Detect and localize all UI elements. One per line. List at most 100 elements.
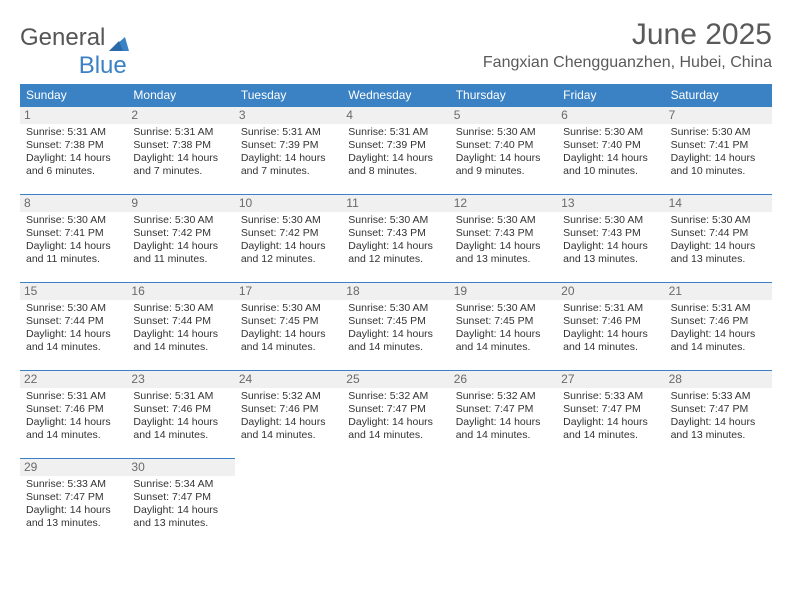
day-number: 2	[127, 107, 234, 124]
brand-part2: Blue	[79, 52, 127, 79]
day-cell: 22Sunrise: 5:31 AMSunset: 7:46 PMDayligh…	[20, 370, 127, 452]
weeks-container: 1Sunrise: 5:31 AMSunset: 7:38 PMDaylight…	[20, 106, 772, 540]
daylight-text: Daylight: 14 hours	[348, 152, 443, 165]
daylight-text: and 10 minutes.	[563, 165, 658, 178]
sunrise-text: Sunrise: 5:33 AM	[671, 390, 766, 403]
day-cell: 29Sunrise: 5:33 AMSunset: 7:47 PMDayligh…	[20, 458, 127, 540]
sunset-text: Sunset: 7:43 PM	[563, 227, 658, 240]
sunset-text: Sunset: 7:47 PM	[26, 491, 121, 504]
day-cell: 21Sunrise: 5:31 AMSunset: 7:46 PMDayligh…	[665, 282, 772, 364]
daylight-text: Daylight: 14 hours	[456, 328, 551, 341]
sunset-text: Sunset: 7:44 PM	[671, 227, 766, 240]
daylight-text: and 12 minutes.	[348, 253, 443, 266]
sunrise-text: Sunrise: 5:31 AM	[348, 126, 443, 139]
daylight-text: Daylight: 14 hours	[563, 328, 658, 341]
daylight-text: and 14 minutes.	[563, 341, 658, 354]
day-cell: 20Sunrise: 5:31 AMSunset: 7:46 PMDayligh…	[557, 282, 664, 364]
day-number: 29	[20, 459, 127, 476]
daylight-text: and 14 minutes.	[133, 429, 228, 442]
daylight-text: Daylight: 14 hours	[26, 416, 121, 429]
day-cell: 25Sunrise: 5:32 AMSunset: 7:47 PMDayligh…	[342, 370, 449, 452]
day-cell: 26Sunrise: 5:32 AMSunset: 7:47 PMDayligh…	[450, 370, 557, 452]
daylight-text: and 14 minutes.	[241, 429, 336, 442]
day-number: 22	[20, 371, 127, 388]
sunrise-text: Sunrise: 5:30 AM	[241, 302, 336, 315]
day-number: 17	[235, 283, 342, 300]
week-row: 22Sunrise: 5:31 AMSunset: 7:46 PMDayligh…	[20, 370, 772, 452]
day-cell	[235, 458, 342, 540]
daylight-text: and 14 minutes.	[456, 429, 551, 442]
day-number: 19	[450, 283, 557, 300]
weekday-header: Tuesday	[235, 84, 342, 106]
weekday-header: Sunday	[20, 84, 127, 106]
sunset-text: Sunset: 7:39 PM	[241, 139, 336, 152]
day-cell: 17Sunrise: 5:30 AMSunset: 7:45 PMDayligh…	[235, 282, 342, 364]
week-row: 8Sunrise: 5:30 AMSunset: 7:41 PMDaylight…	[20, 194, 772, 276]
sunset-text: Sunset: 7:47 PM	[348, 403, 443, 416]
daylight-text: Daylight: 14 hours	[563, 240, 658, 253]
daylight-text: Daylight: 14 hours	[348, 240, 443, 253]
daylight-text: and 10 minutes.	[671, 165, 766, 178]
sunrise-text: Sunrise: 5:31 AM	[26, 126, 121, 139]
day-number: 23	[127, 371, 234, 388]
daylight-text: Daylight: 14 hours	[241, 328, 336, 341]
daylight-text: and 13 minutes.	[563, 253, 658, 266]
daylight-text: Daylight: 14 hours	[456, 152, 551, 165]
sunrise-text: Sunrise: 5:30 AM	[348, 214, 443, 227]
sunset-text: Sunset: 7:44 PM	[26, 315, 121, 328]
day-cell: 13Sunrise: 5:30 AMSunset: 7:43 PMDayligh…	[557, 194, 664, 276]
day-cell: 10Sunrise: 5:30 AMSunset: 7:42 PMDayligh…	[235, 194, 342, 276]
day-number: 18	[342, 283, 449, 300]
sunset-text: Sunset: 7:38 PM	[26, 139, 121, 152]
sunset-text: Sunset: 7:42 PM	[241, 227, 336, 240]
daylight-text: and 8 minutes.	[348, 165, 443, 178]
calendar: Sunday Monday Tuesday Wednesday Thursday…	[20, 84, 772, 540]
sunset-text: Sunset: 7:44 PM	[133, 315, 228, 328]
day-cell: 5Sunrise: 5:30 AMSunset: 7:40 PMDaylight…	[450, 106, 557, 188]
daylight-text: Daylight: 14 hours	[26, 328, 121, 341]
day-cell: 27Sunrise: 5:33 AMSunset: 7:47 PMDayligh…	[557, 370, 664, 452]
sunrise-text: Sunrise: 5:32 AM	[241, 390, 336, 403]
day-cell: 15Sunrise: 5:30 AMSunset: 7:44 PMDayligh…	[20, 282, 127, 364]
sunset-text: Sunset: 7:45 PM	[456, 315, 551, 328]
day-number: 13	[557, 195, 664, 212]
daylight-text: and 6 minutes.	[26, 165, 121, 178]
day-cell: 8Sunrise: 5:30 AMSunset: 7:41 PMDaylight…	[20, 194, 127, 276]
daylight-text: and 13 minutes.	[671, 429, 766, 442]
sunrise-text: Sunrise: 5:34 AM	[133, 478, 228, 491]
daylight-text: and 14 minutes.	[133, 341, 228, 354]
daylight-text: Daylight: 14 hours	[133, 328, 228, 341]
sunrise-text: Sunrise: 5:30 AM	[26, 214, 121, 227]
daylight-text: Daylight: 14 hours	[241, 416, 336, 429]
day-number: 4	[342, 107, 449, 124]
day-number: 20	[557, 283, 664, 300]
sunrise-text: Sunrise: 5:30 AM	[133, 214, 228, 227]
sunset-text: Sunset: 7:47 PM	[133, 491, 228, 504]
day-cell: 24Sunrise: 5:32 AMSunset: 7:46 PMDayligh…	[235, 370, 342, 452]
daylight-text: Daylight: 14 hours	[563, 152, 658, 165]
day-cell	[450, 458, 557, 540]
day-number: 3	[235, 107, 342, 124]
daylight-text: Daylight: 14 hours	[563, 416, 658, 429]
sunrise-text: Sunrise: 5:30 AM	[456, 126, 551, 139]
day-number: 1	[20, 107, 127, 124]
daylight-text: Daylight: 14 hours	[133, 504, 228, 517]
daylight-text: and 14 minutes.	[671, 341, 766, 354]
sunrise-text: Sunrise: 5:30 AM	[563, 126, 658, 139]
daylight-text: and 14 minutes.	[26, 429, 121, 442]
daylight-text: and 14 minutes.	[348, 341, 443, 354]
week-row: 1Sunrise: 5:31 AMSunset: 7:38 PMDaylight…	[20, 106, 772, 188]
sunset-text: Sunset: 7:46 PM	[241, 403, 336, 416]
day-number: 25	[342, 371, 449, 388]
weekday-header: Saturday	[665, 84, 772, 106]
day-number: 26	[450, 371, 557, 388]
sunrise-text: Sunrise: 5:30 AM	[26, 302, 121, 315]
day-cell	[665, 458, 772, 540]
day-cell: 9Sunrise: 5:30 AMSunset: 7:42 PMDaylight…	[127, 194, 234, 276]
weekday-header: Thursday	[450, 84, 557, 106]
daylight-text: and 13 minutes.	[133, 517, 228, 530]
sunset-text: Sunset: 7:46 PM	[563, 315, 658, 328]
day-cell: 11Sunrise: 5:30 AMSunset: 7:43 PMDayligh…	[342, 194, 449, 276]
month-title: June 2025	[483, 18, 772, 52]
sunset-text: Sunset: 7:46 PM	[133, 403, 228, 416]
